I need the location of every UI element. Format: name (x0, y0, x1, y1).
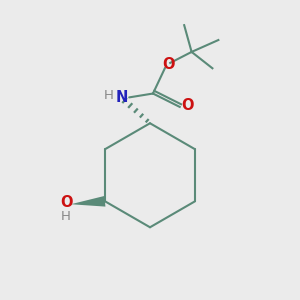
Text: O: O (61, 195, 73, 210)
Text: O: O (163, 57, 175, 72)
Polygon shape (71, 196, 105, 207)
Text: O: O (181, 98, 194, 113)
Text: H: H (61, 210, 70, 223)
Text: H: H (103, 89, 113, 102)
Text: N: N (115, 90, 128, 105)
